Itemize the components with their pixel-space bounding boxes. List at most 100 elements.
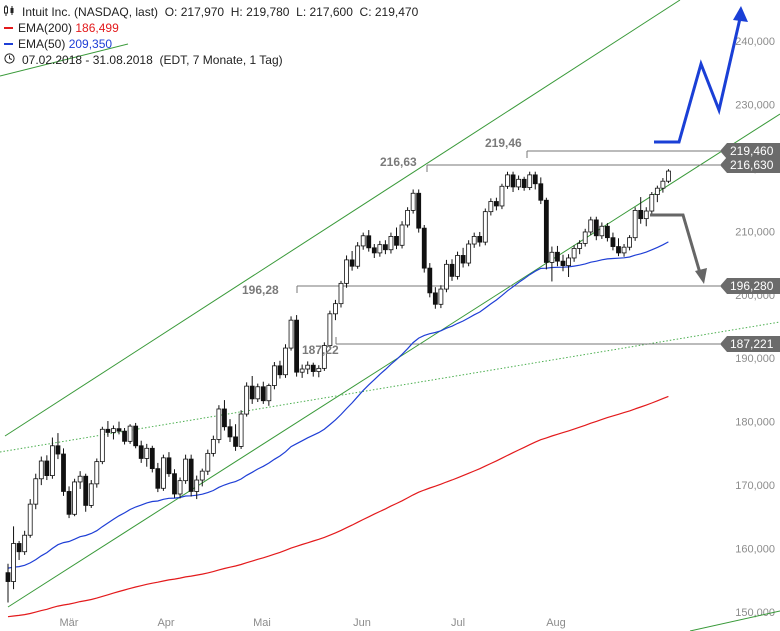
candle-body [449,263,455,277]
y-tick-label: 170,000 [735,480,775,492]
x-tick-label: Jun [353,617,371,629]
level-label-196: 196,280 [730,279,774,293]
candle-body [255,386,261,400]
candle-body [666,170,671,182]
candle-body [605,225,610,239]
candle-body [283,347,288,376]
candle-body [505,174,510,187]
candle-body [205,452,211,472]
channel-upper-line [4,0,681,437]
candle-body [77,475,83,483]
candle-icon [4,4,18,20]
candle-body [16,543,22,553]
candle-body [138,445,144,459]
bearish-projection-arrow [650,213,707,284]
candle-body [210,439,216,454]
candle-body [599,225,605,237]
dotted-trend-line [0,321,780,453]
candle-body [294,319,300,373]
candlesticks [5,169,671,603]
candle-body [227,426,233,438]
candle-body [616,246,621,254]
level-label-219: 219,460 [730,144,774,158]
level-label-187: 187,221 [730,337,774,351]
candle-body [5,572,11,582]
y-tick-label: 150,000 [735,607,775,619]
candle-body [516,178,521,188]
candle-body [482,211,488,243]
candle-body [333,303,338,315]
candle-body [643,210,649,220]
candle-body [61,453,66,492]
candle-body [94,461,100,485]
y-axis: 240,000230,000220,000210,000200,000190,0… [735,36,775,619]
candle-body [38,460,44,480]
candle-body [194,479,200,492]
candle-body [260,386,266,402]
candle-body [455,255,460,277]
channel-bottom-right-line [689,610,780,631]
x-tick-label: Aug [546,617,566,629]
legend-ema50-value: 209,350 [68,37,113,51]
legend-ema50-label: EMA(50) [18,37,66,51]
candle-body [105,428,111,433]
candle-body [216,408,222,440]
legend-period-row: 07.02.2018 - 31.08.2018 (EDT, 7 Monate, … [4,52,418,68]
annotation-216: 216,63 [380,155,417,169]
candle-body [421,227,427,269]
candle-body [377,244,383,254]
candle-body [266,385,272,402]
candle-body [371,247,377,254]
candle-body [127,425,133,442]
candle-body [394,236,399,246]
x-tick-label: Mai [253,617,271,629]
legend-title: Intuit Inc. (NASDAQ, last) [22,5,159,19]
candle-body [621,246,627,254]
candle-body [249,385,255,400]
candle-body [271,365,277,386]
candle-body [382,244,388,251]
candle-body [183,458,189,482]
candle-body [122,430,127,442]
candle-body [83,475,89,506]
candle-body [521,178,527,188]
candle-body [432,292,438,305]
candle-body [321,345,327,369]
y-tick-label: 180,000 [735,417,775,429]
candle-body [654,187,660,195]
candle-body [144,447,150,459]
candle-body [305,364,311,370]
level-box-187: 187,221 [720,336,780,352]
candle-body [427,267,433,294]
candle-body [555,251,560,262]
candle-body [410,192,416,211]
candle-body [477,236,483,243]
candle-body [627,237,632,248]
level-box-219: 219,460 [720,143,780,159]
ema200-swatch [4,27,13,29]
annotation-187: 187,22 [302,343,339,357]
candle-body [44,460,50,476]
clock-icon [4,52,18,68]
candle-body [310,364,316,372]
candle-body [316,367,322,372]
candle-body [488,201,494,213]
candle-body [438,288,444,305]
legend-ema200-label: EMA(200) [18,21,73,35]
candle-body [155,468,161,489]
candle-body [510,174,516,188]
ema200-line [7,395,669,618]
candle-body [632,209,638,239]
candle-body [327,313,333,346]
candle-body [543,199,549,263]
candle-body [116,428,122,432]
ema50-line [7,241,669,569]
candle-body [399,224,405,246]
candle-body [288,319,294,349]
candle-body [416,192,422,229]
candle-body [233,436,238,447]
candle-body [660,180,666,189]
candle-body [444,263,449,290]
candle-body [27,503,33,536]
